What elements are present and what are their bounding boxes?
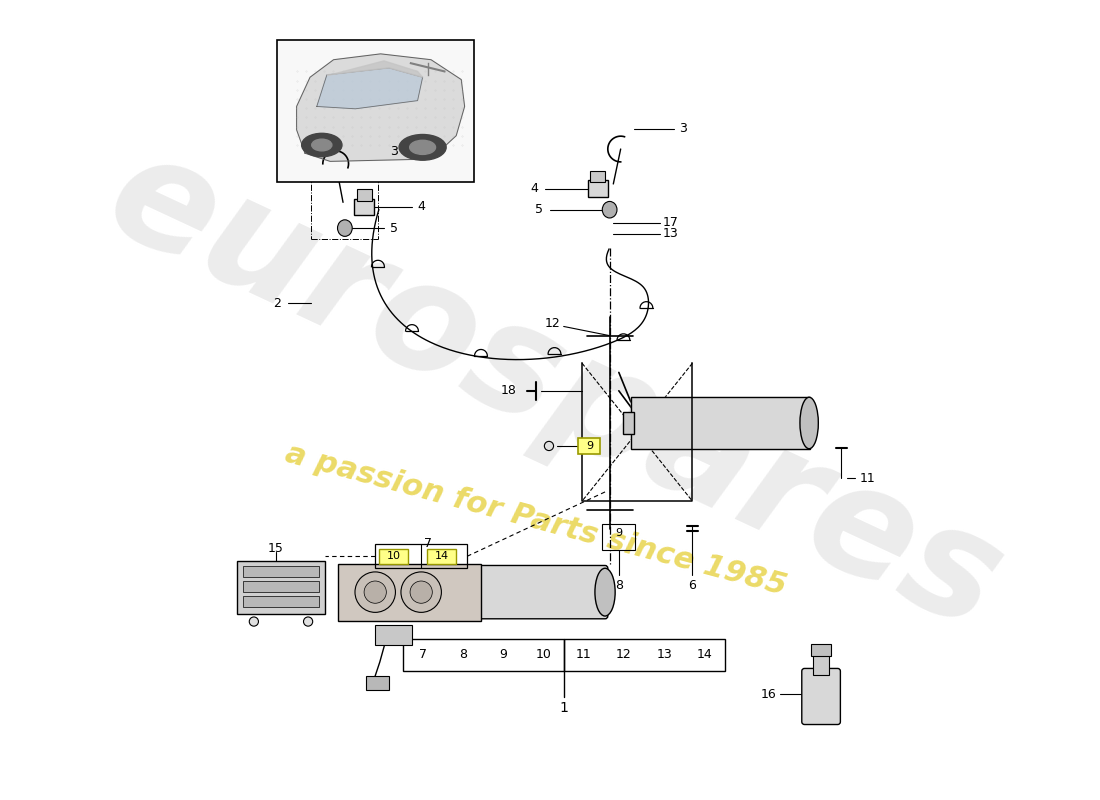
- Bar: [375, 544, 468, 568]
- Text: eurospares: eurospares: [85, 119, 1024, 662]
- Ellipse shape: [595, 568, 615, 616]
- Text: 10: 10: [386, 551, 400, 562]
- Text: 9: 9: [615, 528, 623, 538]
- Text: 12: 12: [616, 648, 631, 661]
- Text: 12: 12: [544, 317, 561, 330]
- Text: 6: 6: [689, 579, 696, 592]
- Text: 18: 18: [500, 384, 517, 398]
- Circle shape: [410, 581, 432, 603]
- Polygon shape: [297, 54, 464, 162]
- Text: 5: 5: [535, 203, 543, 216]
- Bar: [243, 566, 319, 578]
- Ellipse shape: [399, 134, 447, 160]
- Circle shape: [250, 617, 258, 626]
- Bar: [366, 676, 389, 690]
- Text: a passion for Parts since 1985: a passion for Parts since 1985: [283, 438, 790, 601]
- Text: 7: 7: [424, 537, 431, 550]
- FancyBboxPatch shape: [478, 566, 608, 618]
- Bar: [813, 653, 829, 675]
- Ellipse shape: [311, 139, 332, 151]
- Text: 1: 1: [559, 701, 568, 715]
- Bar: [591, 171, 605, 182]
- Bar: [238, 561, 324, 614]
- Text: 14: 14: [434, 551, 449, 562]
- Text: 4: 4: [417, 201, 425, 214]
- Text: 16: 16: [761, 688, 777, 701]
- Text: 2: 2: [273, 297, 280, 310]
- Text: 3: 3: [679, 122, 688, 135]
- Bar: [563, 639, 725, 671]
- Circle shape: [364, 581, 386, 603]
- Ellipse shape: [301, 134, 342, 157]
- Text: 3: 3: [389, 146, 397, 158]
- Bar: [630, 398, 810, 449]
- Circle shape: [544, 442, 553, 450]
- Bar: [587, 180, 608, 197]
- Text: 13: 13: [657, 648, 672, 661]
- Ellipse shape: [338, 220, 352, 236]
- Bar: [354, 198, 374, 215]
- Text: 9: 9: [499, 648, 507, 661]
- Bar: [427, 549, 456, 564]
- Text: 4: 4: [530, 182, 538, 195]
- Bar: [277, 40, 474, 182]
- Text: 11: 11: [859, 472, 874, 485]
- Bar: [375, 626, 412, 646]
- Text: 5: 5: [389, 222, 397, 234]
- Ellipse shape: [603, 202, 617, 218]
- Ellipse shape: [800, 398, 818, 449]
- Bar: [356, 190, 372, 201]
- Polygon shape: [327, 61, 422, 78]
- Text: 8: 8: [459, 648, 468, 661]
- Polygon shape: [317, 68, 422, 109]
- Text: 9: 9: [586, 441, 593, 451]
- Text: 11: 11: [576, 648, 592, 661]
- Bar: [243, 596, 319, 607]
- Text: 15: 15: [268, 542, 284, 554]
- Circle shape: [402, 572, 441, 612]
- Bar: [243, 581, 319, 592]
- Circle shape: [355, 572, 395, 612]
- Bar: [603, 524, 636, 550]
- Bar: [403, 639, 563, 671]
- Bar: [624, 412, 635, 434]
- Bar: [378, 549, 408, 564]
- Text: 7: 7: [419, 648, 427, 661]
- Text: 8: 8: [615, 579, 623, 592]
- Text: 14: 14: [696, 648, 713, 661]
- Bar: [339, 564, 481, 621]
- Text: 13: 13: [662, 227, 679, 240]
- Circle shape: [304, 617, 312, 626]
- Bar: [579, 438, 601, 454]
- Text: 10: 10: [536, 648, 551, 661]
- Text: 17: 17: [662, 216, 679, 229]
- Ellipse shape: [409, 140, 436, 154]
- Bar: [811, 644, 832, 657]
- FancyBboxPatch shape: [802, 669, 840, 725]
